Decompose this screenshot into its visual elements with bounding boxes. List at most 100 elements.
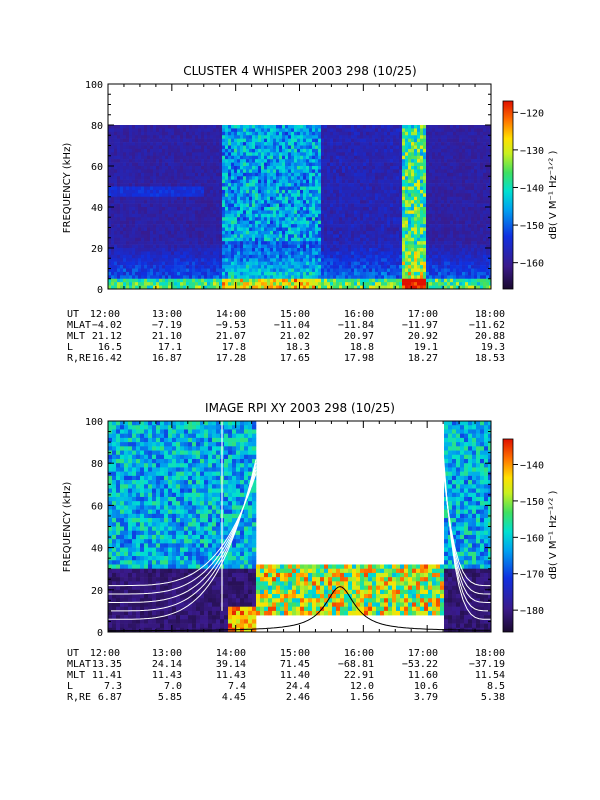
spectrogram-cell xyxy=(114,275,118,280)
spectrogram-cell xyxy=(360,152,364,157)
spectrogram-cell xyxy=(258,196,262,201)
spectrogram-cell xyxy=(306,125,310,129)
spectrogram-cell xyxy=(273,217,277,221)
spectrogram-cell xyxy=(402,196,406,201)
spectrogram-cell xyxy=(237,152,241,157)
spectrogram-cell xyxy=(252,213,256,218)
spectrogram-cell xyxy=(306,213,310,218)
spectrogram-cell xyxy=(231,162,235,167)
spectrogram-cell xyxy=(396,251,400,256)
spectrogram-cell xyxy=(387,169,391,174)
spectrogram-cell xyxy=(180,271,184,276)
spectrogram-cell xyxy=(291,142,295,146)
spectrogram-cell xyxy=(252,162,256,167)
spectrogram-cell xyxy=(393,183,397,187)
spectrogram-cell xyxy=(273,145,277,150)
spectrogram-cell xyxy=(117,244,121,249)
spectrogram-cell xyxy=(144,261,148,266)
spectrogram-cell xyxy=(183,203,187,208)
spectrogram-cell xyxy=(396,237,400,242)
spectrogram-cell xyxy=(117,176,121,180)
spectrogram-cell xyxy=(258,210,262,215)
spectrogram-cell xyxy=(384,148,388,153)
spectrogram-cell xyxy=(228,237,232,242)
spectrogram-cell xyxy=(279,275,283,280)
spectrogram-cell xyxy=(315,203,319,208)
spectrogram-cell xyxy=(309,138,313,143)
spectrogram-cell xyxy=(288,203,292,208)
spectrogram-cell xyxy=(264,282,268,286)
spectrogram-cell xyxy=(375,207,379,211)
spectrogram-cell xyxy=(159,145,163,150)
spectrogram-cell xyxy=(360,210,364,215)
spectrogram-cell xyxy=(330,183,334,187)
spectrogram-cell xyxy=(333,217,337,221)
spectrogram-cell xyxy=(303,176,307,180)
spectrogram-cell xyxy=(183,234,187,239)
spectrogram-cell xyxy=(144,268,148,273)
spectrogram-cell xyxy=(264,265,268,269)
spectrogram-cell xyxy=(213,183,217,187)
spectrogram-cell xyxy=(375,196,379,201)
spectrogram-cell xyxy=(111,138,115,143)
spectrogram-cell xyxy=(252,248,256,252)
spectrogram-cell xyxy=(183,285,187,289)
spectrogram-cell xyxy=(321,285,325,289)
spectrogram-cell xyxy=(279,271,283,276)
spectrogram-cell xyxy=(318,265,322,269)
spectrogram-cell xyxy=(156,183,160,187)
spectrogram-cell xyxy=(360,196,364,201)
spectrogram-cell xyxy=(264,128,268,133)
spectrogram-cell xyxy=(285,217,289,221)
spectrogram-cell xyxy=(405,128,409,133)
spectrogram-cell xyxy=(108,244,112,249)
spectrogram-cell xyxy=(255,261,259,266)
spectrogram-cell xyxy=(330,186,334,191)
spectrogram-cell xyxy=(414,135,418,139)
spectrogram-cell xyxy=(243,148,247,153)
spectrogram-cell xyxy=(291,193,295,198)
spectrogram-cell xyxy=(270,210,274,215)
spectrogram-cell xyxy=(117,220,121,225)
spectrogram-cell xyxy=(159,248,163,252)
spectrogram-cell xyxy=(327,227,331,232)
spectrogram-cell xyxy=(279,241,283,245)
spectrogram-cell xyxy=(369,145,373,150)
spectrogram-cell xyxy=(318,230,322,235)
spectrogram-cell xyxy=(300,172,304,177)
spectrogram-cell xyxy=(189,145,193,150)
spectrogram-cell xyxy=(267,179,271,184)
spectrogram-cell xyxy=(213,169,217,174)
spectrogram-cell xyxy=(231,217,235,221)
spectrogram-cell xyxy=(276,196,280,201)
spectrogram-cell xyxy=(378,128,382,133)
spectrogram-cell xyxy=(345,125,349,129)
spectrogram-cell xyxy=(291,169,295,174)
spectrogram-cell xyxy=(417,138,421,143)
spectrogram-cell xyxy=(372,227,376,232)
spectrogram-cell xyxy=(408,142,412,146)
spectrogram-cell xyxy=(315,162,319,167)
spectrogram-cell xyxy=(234,203,238,208)
spectrogram-cell xyxy=(114,210,118,215)
spectrogram-cell xyxy=(237,224,241,228)
spectrogram-cell xyxy=(216,261,220,266)
spectrogram-cell xyxy=(237,179,241,184)
spectrogram-cell xyxy=(384,183,388,187)
spectrogram-cell xyxy=(390,159,394,163)
spectrogram-cell xyxy=(378,142,382,146)
spectrogram-cell xyxy=(111,220,115,225)
spectrogram-cell xyxy=(402,244,406,249)
spectrogram-cell xyxy=(213,271,217,276)
spectrogram-cell xyxy=(234,193,238,198)
spectrogram-cell xyxy=(366,145,370,150)
spectrogram-cell xyxy=(240,176,244,180)
spectrogram-cell xyxy=(390,244,394,249)
spectrogram-cell xyxy=(306,196,310,201)
spectrogram-cell xyxy=(117,234,121,239)
spectrogram-cell xyxy=(189,282,193,286)
spectrogram-cell xyxy=(126,196,130,201)
spectrogram-cell xyxy=(216,186,220,191)
spectrogram-cell xyxy=(363,135,367,139)
spectrogram-cell xyxy=(264,251,268,256)
